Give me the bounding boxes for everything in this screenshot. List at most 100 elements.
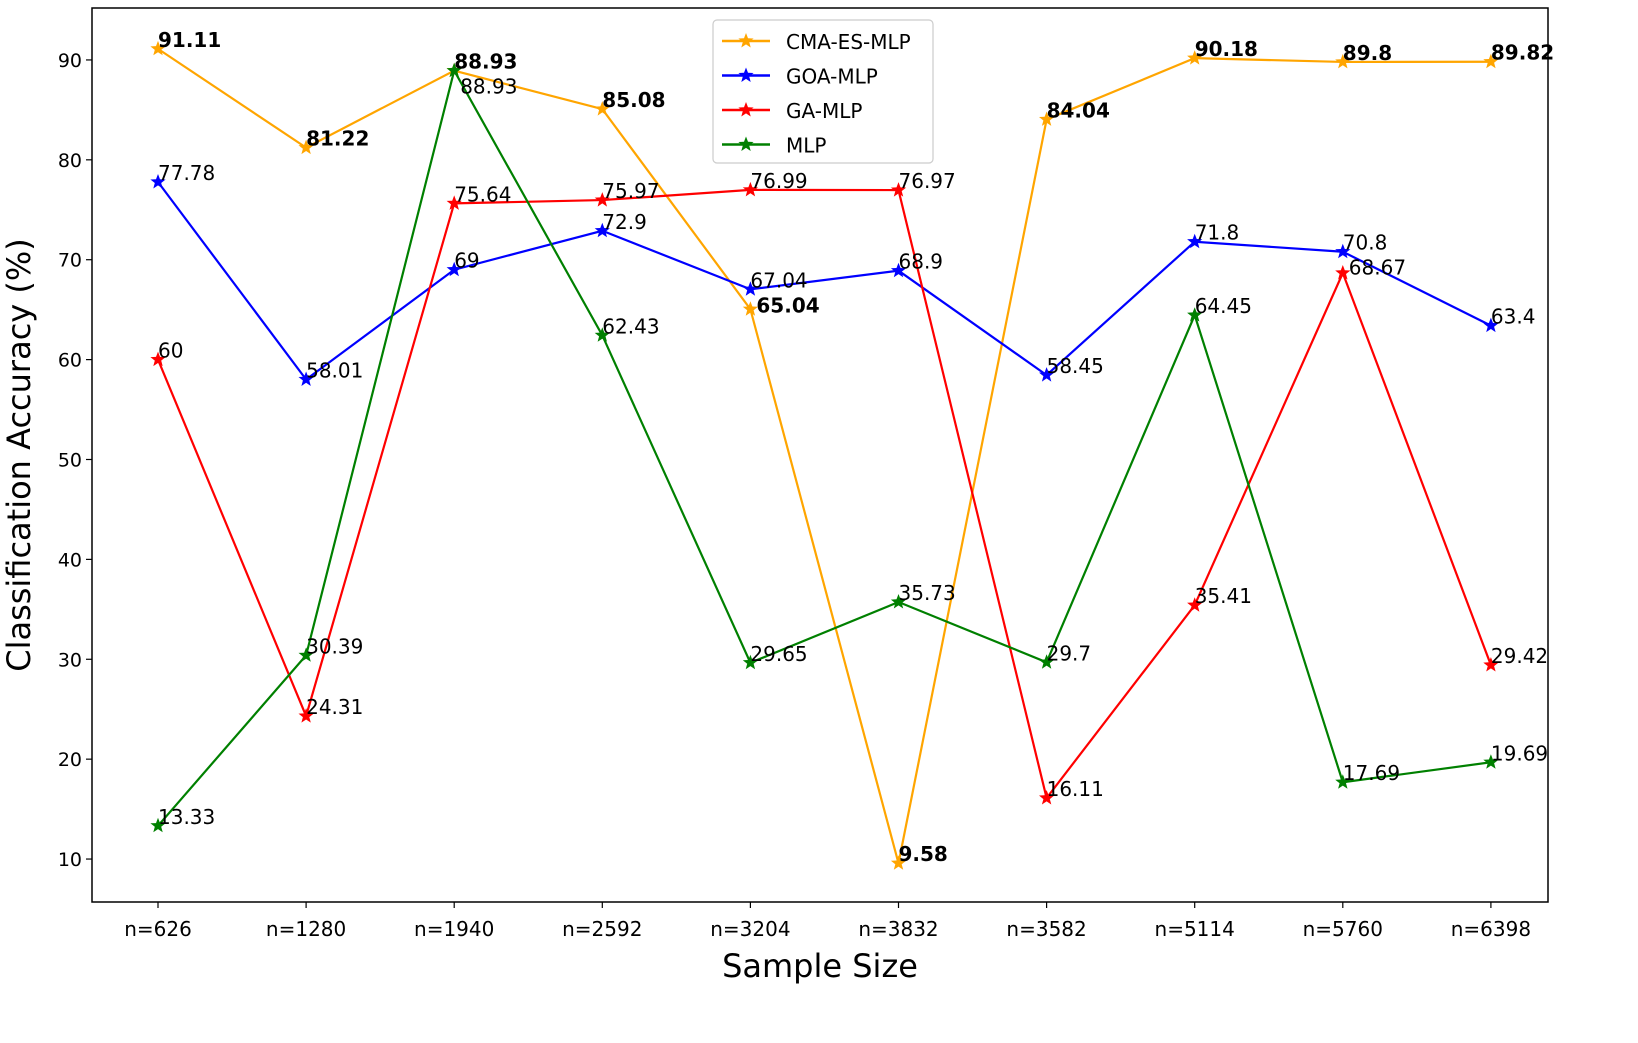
data-point-star [1335, 774, 1351, 789]
data-point-star [1483, 53, 1499, 69]
x-tick-label: n=3832 [858, 917, 938, 941]
legend-star-icon [738, 136, 754, 151]
data-label: 88.93 [454, 50, 517, 74]
data-label: 84.04 [1047, 98, 1110, 122]
series-line [157, 47, 1491, 864]
data-label: 81.22 [306, 127, 369, 151]
data-point-star [1187, 597, 1203, 612]
data-label: 58.45 [1047, 354, 1104, 378]
data-label: 68.9 [899, 250, 944, 274]
legend-entry: CMA-ES-MLP [786, 30, 911, 54]
legend-entry: GOA-MLP [786, 65, 878, 89]
data-point-star [594, 327, 610, 342]
data-label: 76.97 [899, 169, 956, 193]
data-point-star [1187, 307, 1203, 322]
data-point-star [1039, 654, 1055, 669]
data-point-star [742, 654, 758, 670]
y-tick-label: 80 [58, 150, 82, 172]
legend-star-icon [738, 102, 754, 117]
y-tick-label: 60 [58, 350, 82, 372]
x-tick-label: n=626 [124, 917, 192, 941]
data-label: 71.8 [1195, 221, 1240, 245]
x-tick-label: n=3204 [710, 917, 790, 941]
data-label: 64.45 [1195, 294, 1252, 318]
x-axis-label: Sample Size [722, 947, 918, 985]
data-point-star [594, 192, 610, 207]
data-label: 88.93 [460, 75, 517, 99]
data-label: 75.64 [454, 182, 511, 206]
series-goa-mlp [150, 174, 1499, 386]
data-point-star [1483, 754, 1499, 769]
series-line [157, 181, 1492, 382]
data-label: 62.43 [602, 314, 659, 338]
y-tick-label: 70 [58, 250, 82, 272]
data-point-star [742, 281, 758, 296]
data-point-star [150, 817, 166, 833]
data-point-star [890, 594, 907, 609]
legend-box [712, 19, 934, 164]
data-point-star [150, 40, 166, 56]
data-label: 13.33 [158, 805, 215, 829]
data-label: 24.31 [306, 695, 363, 719]
data-point-star [446, 261, 462, 277]
data-point-star [742, 301, 758, 316]
data-point-star [890, 182, 907, 197]
data-point-star [1335, 53, 1351, 69]
data-label: 29.65 [750, 642, 807, 666]
data-label: 19.69 [1491, 741, 1548, 765]
x-tick-label: n=6398 [1451, 917, 1531, 941]
data-label: 65.04 [756, 293, 819, 317]
data-point-star [1039, 111, 1055, 126]
x-tick-label: n=5114 [1155, 917, 1235, 941]
y-tick-label: 50 [58, 449, 82, 471]
y-tick-label: 20 [58, 749, 82, 771]
data-label: 85.08 [602, 88, 665, 112]
data-point-star [890, 855, 907, 870]
x-tick-label: n=5760 [1303, 917, 1383, 941]
y-tick-label: 40 [58, 549, 82, 571]
data-point-star [742, 181, 758, 197]
data-point-star [1483, 317, 1499, 333]
data-label: 89.8 [1343, 41, 1392, 65]
data-point-star [1335, 243, 1351, 259]
data-point-star [594, 222, 610, 238]
data-label: 90.18 [1195, 37, 1258, 61]
y-tick-label: 90 [58, 50, 82, 72]
data-label: 58.01 [306, 358, 363, 382]
data-label: 89.82 [1491, 41, 1554, 65]
data-label: 29.42 [1491, 644, 1548, 668]
data-point-star [150, 174, 166, 189]
data-point-star [298, 371, 314, 386]
data-point-star [1187, 233, 1203, 249]
data-label: 17.69 [1343, 761, 1400, 785]
y-axis-label: Classification Accuracy (%) [0, 238, 38, 672]
data-label: 69 [454, 249, 479, 273]
data-label: 16.11 [1047, 777, 1104, 801]
data-point-star [298, 139, 314, 155]
series-mlp [150, 62, 1499, 833]
x-tick-label: n=1940 [414, 917, 494, 941]
x-tick-label: n=3582 [1006, 917, 1086, 941]
data-label: 35.73 [899, 581, 956, 605]
series-ga-mlp [150, 181, 1499, 805]
data-label: 9.58 [899, 842, 948, 866]
data-label: 72.9 [602, 210, 647, 234]
data-point-star [1335, 265, 1351, 280]
data-label: 70.8 [1343, 231, 1388, 255]
data-point-star [298, 708, 314, 723]
data-label: 68.67 [1349, 256, 1406, 280]
data-point-star [446, 195, 462, 210]
y-tick-label: 10 [58, 849, 82, 871]
data-label: 30.39 [306, 634, 363, 658]
x-tick-label: n=1280 [266, 917, 346, 941]
legend-entry: MLP [786, 134, 826, 158]
legend: CMA-ES-MLP GOA-MLP GA-MLP MLP [712, 19, 934, 164]
data-point-star [594, 101, 610, 116]
data-point-star [1039, 367, 1055, 382]
series-line [156, 188, 1492, 801]
data-point-star [1187, 50, 1203, 65]
data-point-star [446, 62, 462, 78]
x-tick-label: n=2592 [562, 917, 642, 941]
legend-star-icon [738, 33, 754, 48]
